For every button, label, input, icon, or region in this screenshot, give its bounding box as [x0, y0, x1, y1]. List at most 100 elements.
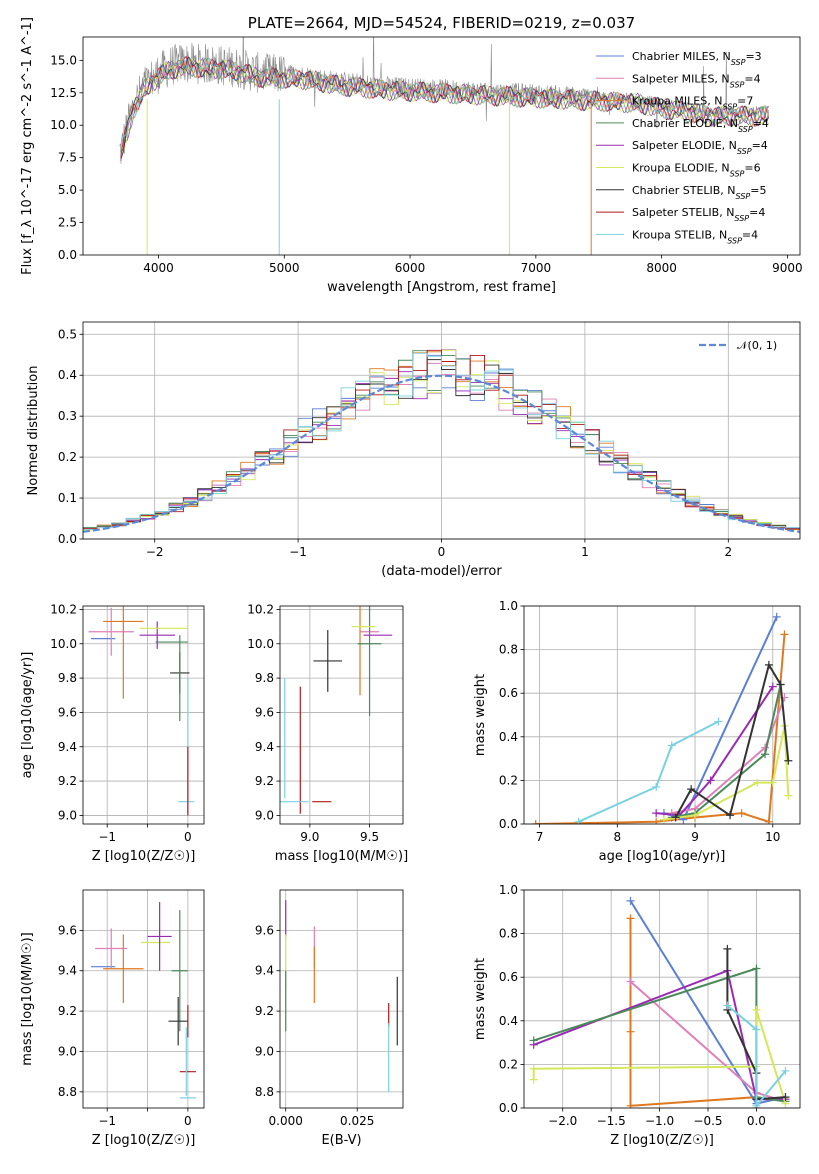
- legend-label: Salpeter ELODIE, NSSP=4: [632, 139, 768, 156]
- mass_vs_EBV-plot: [285, 900, 398, 1092]
- y-tick-label: 9.4: [58, 740, 77, 754]
- age_vs_mass-axes: 9.0 9.5 9.0 9.2 9.4 9.6 9.8 10.0 10.2 mass [log10…: [247, 602, 408, 864]
- x-axis-label: mass [log10(M/M☉)]: [275, 849, 408, 864]
- point-marker: [671, 813, 680, 822]
- y-tick-label: 9.6: [58, 705, 77, 719]
- legend-label: Chabrier ELODIE, NSSP=4: [632, 117, 769, 133]
- y-tick-label: 0.0: [499, 817, 518, 831]
- point-marker: [723, 944, 732, 953]
- y-tick-label: 9.6: [58, 923, 77, 937]
- point-marker: [781, 1093, 790, 1102]
- spectrum-axes: 4000 5000 6000 7000 8000 9000 0.0 2.5 5.0 7.5 10.0…: [20, 14, 803, 295]
- y-tick-label: 15.0: [50, 53, 77, 67]
- y-tick-label: 8.8: [255, 1085, 274, 1099]
- x-tick-label: 0: [184, 830, 192, 844]
- y-tick-label: 9.0: [255, 808, 274, 822]
- model-spectrum-line: [120, 56, 769, 159]
- mass_vs_Z-plot: [91, 902, 196, 1099]
- y-tick-label: 10.2: [247, 602, 274, 616]
- point-marker: [626, 1027, 635, 1036]
- y-tick-label: 0.8: [499, 643, 518, 657]
- x-axis-label: age [log10(age/yr)]: [599, 849, 726, 864]
- y-tick-label: 9.4: [58, 964, 77, 978]
- mass-weight-line: [577, 720, 719, 823]
- y-tick-label: 9.8: [255, 671, 274, 685]
- age_vs_mass-frame: [279, 605, 404, 825]
- y-tick-label: 0.0: [499, 1101, 518, 1115]
- age_vs_mass-plot: [280, 606, 393, 814]
- x-tick-label: 0.025: [340, 1114, 374, 1128]
- point-marker: [626, 914, 635, 923]
- y-tick-label: 9.6: [255, 923, 274, 937]
- point-marker: [752, 964, 761, 973]
- point-marker: [687, 785, 696, 794]
- x-axis-label: wavelength [Angstrom, rest frame]: [327, 280, 556, 295]
- y-tick-label: 9.4: [255, 964, 274, 978]
- legend-label: Chabrier STELIB, NSSP=5: [632, 184, 766, 201]
- x-tick-label: 8: [613, 830, 621, 844]
- x-tick-label: −2.0: [548, 1114, 577, 1128]
- point-marker: [753, 778, 762, 787]
- point-marker: [652, 817, 661, 824]
- y-tick-label: 10.0: [50, 118, 77, 132]
- model-spectrum-line: [120, 56, 769, 158]
- x-tick-label: −0.5: [693, 1114, 722, 1128]
- age_vs_Z-axes: −1 0 9.0 9.2 9.4 9.6 9.8 10.0 10.2 Z [log10(Z/Z☉)…: [20, 602, 205, 864]
- x-axis-label: Z [log10(Z/Z☉)]: [92, 849, 196, 864]
- y-tick-label: 9.0: [255, 1044, 274, 1058]
- point-marker: [780, 630, 789, 639]
- point-marker: [784, 756, 793, 765]
- point-marker: [626, 896, 635, 905]
- y-axis-label: mass [log10(M/M☉)]: [20, 932, 35, 1065]
- weight_vs_Z-plot: [529, 896, 790, 1108]
- mass-weight-line: [671, 684, 782, 819]
- y-tick-label: 9.8: [58, 671, 77, 685]
- point-marker: [726, 811, 735, 820]
- legend-label: Salpeter STELIB, NSSP=4: [632, 206, 765, 223]
- x-tick-label: 7: [536, 830, 544, 844]
- weight_vs_Z-frame: [523, 889, 801, 1109]
- x-axis-label: Z [log10(Z/Z☉)]: [610, 1133, 714, 1148]
- mass-weight-line: [656, 686, 774, 817]
- x-tick-label: 0.000: [269, 1114, 303, 1128]
- y-tick-label: 9.2: [255, 774, 274, 788]
- point-marker: [706, 776, 715, 785]
- mass_vs_EBV-frame: [279, 889, 404, 1109]
- y-tick-label: 9.0: [58, 1044, 77, 1058]
- x-tick-label: 4000: [143, 261, 174, 275]
- x-tick-label: 7000: [521, 261, 552, 275]
- mass_vs_Z-frame: [82, 889, 205, 1109]
- mass_vs_EBV-grid: [280, 890, 403, 1108]
- spectrum-legend: Chabrier MILES, NSSP=3 Salpeter MILES, NS…: [596, 50, 769, 245]
- point-marker: [784, 791, 793, 800]
- point-marker: [529, 1064, 538, 1073]
- y-tick-label: 9.2: [255, 1004, 274, 1018]
- y-tick-label: 2.5: [58, 216, 77, 230]
- legend-label: Kroupa ELODIE, NSSP=6: [632, 162, 761, 179]
- weight_vs_age-grid: [524, 605, 800, 825]
- x-tick-label: 9.5: [360, 830, 379, 844]
- mass_vs_Z-axes: −1 0 8.8 9.0 9.2 9.4 9.6 Z [log10(Z/Z☉)] mass [l…: [20, 889, 205, 1148]
- x-tick-label: −1.5: [597, 1114, 626, 1128]
- spectrum-plot: [119, 37, 769, 255]
- y-axis-label: mass weight: [473, 958, 488, 1040]
- point-marker: [772, 612, 781, 621]
- normal-curve: [83, 374, 800, 533]
- y-tick-label: 9.4: [255, 740, 274, 754]
- chart-title: PLATE=2664, MJD=54524, FIBERID=0219, z=0…: [248, 14, 635, 32]
- y-tick-label: 10.2: [50, 602, 77, 616]
- y-tick-label: 0.2: [499, 773, 518, 787]
- mass-weight-line: [726, 1004, 787, 1108]
- y-tick-label: 0.0: [58, 532, 77, 546]
- point-marker: [691, 811, 700, 820]
- residual-histogram: [83, 352, 800, 539]
- y-tick-label: 1.0: [499, 883, 518, 897]
- legend-label: Kroupa STELIB, NSSP=4: [632, 228, 758, 245]
- y-tick-label: 1.0: [499, 599, 518, 613]
- weight_vs_age-plot: [531, 612, 793, 824]
- point-marker: [529, 1075, 538, 1084]
- weight_vs_age-axes: 7 8 9 10 0.0 0.2 0.4 0.6 0.8 1.0 age [log10(age/yr…: [473, 599, 801, 864]
- y-tick-label: 9.0: [58, 808, 77, 822]
- point-marker: [626, 977, 635, 986]
